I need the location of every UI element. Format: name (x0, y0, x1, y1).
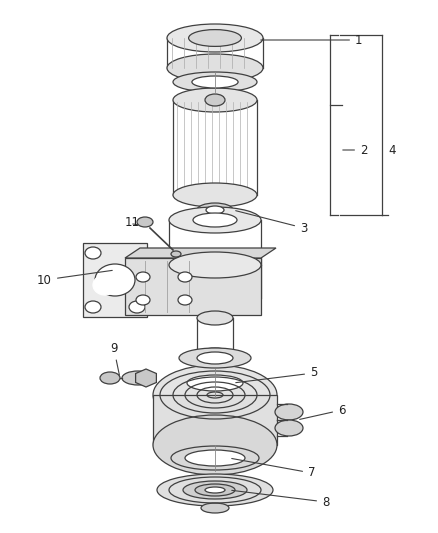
Ellipse shape (187, 375, 243, 391)
Polygon shape (153, 395, 277, 445)
Text: 4: 4 (388, 143, 396, 157)
Text: 8: 8 (232, 490, 329, 508)
Polygon shape (125, 258, 261, 315)
Ellipse shape (157, 474, 273, 506)
Ellipse shape (183, 481, 247, 499)
Ellipse shape (153, 415, 277, 475)
Ellipse shape (193, 213, 237, 227)
Ellipse shape (173, 88, 257, 112)
Ellipse shape (167, 54, 263, 82)
Ellipse shape (197, 203, 233, 217)
Text: 9: 9 (110, 342, 120, 375)
Ellipse shape (171, 446, 259, 470)
Ellipse shape (93, 275, 117, 295)
Polygon shape (83, 243, 147, 317)
Ellipse shape (95, 264, 135, 296)
Ellipse shape (206, 206, 224, 214)
Ellipse shape (85, 247, 101, 259)
Ellipse shape (195, 484, 235, 496)
Ellipse shape (122, 371, 154, 385)
Ellipse shape (129, 301, 145, 313)
Polygon shape (136, 369, 156, 387)
Text: 1: 1 (261, 34, 363, 46)
Ellipse shape (169, 207, 261, 233)
Ellipse shape (185, 450, 245, 466)
Ellipse shape (100, 372, 120, 384)
Ellipse shape (189, 30, 241, 46)
Ellipse shape (201, 503, 229, 513)
Ellipse shape (192, 76, 238, 88)
Ellipse shape (205, 94, 225, 106)
Ellipse shape (136, 272, 150, 282)
Ellipse shape (167, 24, 263, 52)
Ellipse shape (171, 371, 259, 395)
Ellipse shape (178, 295, 192, 305)
Text: 11: 11 (125, 215, 140, 229)
Ellipse shape (169, 252, 261, 278)
Ellipse shape (153, 365, 277, 425)
Ellipse shape (197, 311, 233, 325)
Text: 6: 6 (300, 403, 346, 419)
Ellipse shape (171, 251, 181, 257)
Text: 5: 5 (236, 367, 318, 383)
Text: 10: 10 (37, 270, 112, 287)
Ellipse shape (275, 404, 303, 420)
Ellipse shape (205, 487, 225, 493)
Ellipse shape (85, 301, 101, 313)
Ellipse shape (197, 348, 233, 362)
Ellipse shape (136, 295, 150, 305)
Text: 7: 7 (232, 458, 315, 480)
Text: 2: 2 (343, 143, 367, 157)
Ellipse shape (275, 420, 303, 436)
Text: 3: 3 (236, 211, 307, 235)
Ellipse shape (179, 348, 251, 368)
Ellipse shape (178, 272, 192, 282)
Ellipse shape (197, 352, 233, 364)
Ellipse shape (173, 72, 257, 92)
Polygon shape (125, 248, 276, 258)
Ellipse shape (137, 217, 153, 227)
Ellipse shape (173, 183, 257, 207)
